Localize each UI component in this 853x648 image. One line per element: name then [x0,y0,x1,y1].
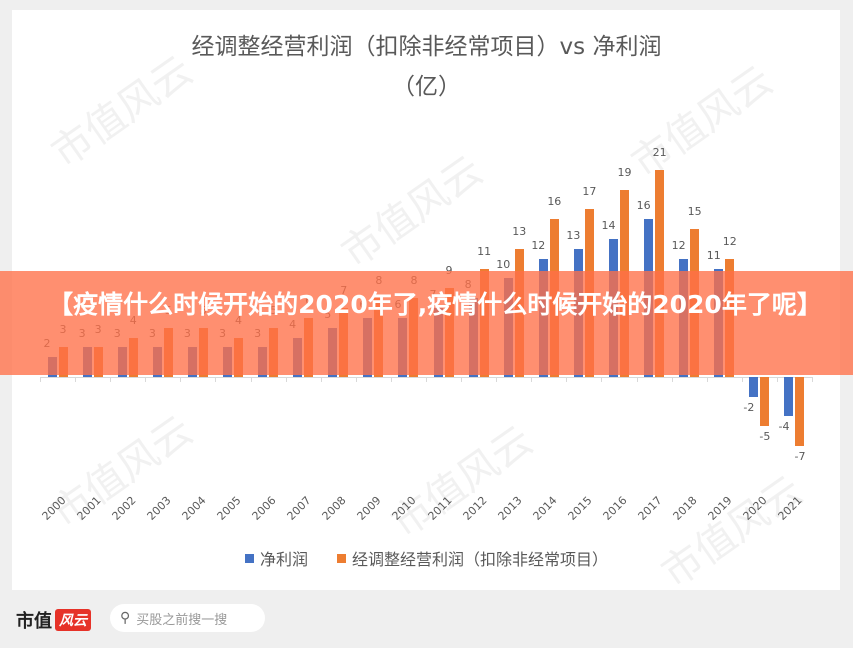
x-tick [355,377,357,382]
x-tick-label: 2017 [635,493,665,523]
x-tick [426,377,427,382]
x-tick [706,377,708,382]
x-tick-label: 2008 [319,493,349,523]
data-label: 9 [434,264,464,277]
data-label: 12 [671,238,686,252]
data-label: 14 [601,218,616,232]
x-tick [531,377,533,382]
x-tick [145,377,147,382]
x-tick-label: 2007 [284,493,314,523]
x-tick [741,377,743,382]
x-tick [671,377,673,382]
x-tick-label: 2009 [354,493,384,523]
x-tick [250,377,252,382]
legend-item-adjusted-profit[interactable]: 经调整经营利润（扣除非经常项目） [337,546,608,570]
x-tick-label: 2018 [670,493,700,523]
x-tick-label: 2020 [740,493,770,523]
legend-swatch-blue-icon [244,553,254,563]
data-label: -5 [759,430,771,444]
x-tick-label: 2004 [179,493,209,523]
legend-label: 净利润 [259,550,308,569]
data-label: 15 [687,205,702,219]
x-tick [75,377,77,382]
x-tick-label: 2003 [144,493,174,523]
x-tick [285,377,287,382]
data-label: 12 [531,238,546,252]
site-logo[interactable]: 市值 风云 [16,607,91,633]
x-tick [461,377,463,382]
x-tick-label: 2006 [249,493,279,523]
x-tick-label: 2000 [39,493,69,523]
bar-net-profit [749,377,759,397]
search-input[interactable]: ⚲ 买股之前搜一搜 [110,604,265,632]
bar-net-profit [784,377,794,417]
chart-title-unit: （亿） [392,74,461,100]
x-tick-label: 2010 [390,493,420,523]
x-tick-label: 2014 [530,493,560,523]
title-banner-overlay [0,271,853,375]
data-label: 16 [636,199,651,213]
x-tick [390,377,392,382]
x-tick [110,377,112,382]
x-tick [320,377,322,382]
search-placeholder: 买股之前搜一搜 [136,612,228,628]
x-tick-label: 2019 [705,493,735,523]
data-label: 10 [496,258,511,272]
data-label: 16 [547,195,562,209]
legend: 净利润 经调整经营利润（扣除非经常项目） [0,546,853,570]
logo-text: 市值 [16,611,52,632]
x-tick [601,377,603,382]
data-label: -2 [743,400,755,414]
x-tick [566,377,568,382]
x-tick-label: 2012 [460,493,490,523]
x-tick-label: 2013 [495,493,525,523]
data-label: 19 [617,165,632,179]
legend-item-net-profit[interactable]: 净利润 [244,546,308,570]
chart-title: 经调整经营利润（扣除非经常项目）vs 净利润 [191,34,662,60]
x-tick [636,377,638,382]
banner-headline: 【疫情什么时候开始的2020年了,疫情什么时候开始的2020年了呢】 [48,290,822,319]
data-label: 17 [582,185,597,199]
data-label: 13 [566,228,581,242]
x-tick [215,377,217,382]
bar-adjusted-profit [795,377,805,447]
x-tick [40,377,41,382]
legend-label: 经调整经营利润（扣除非经常项目） [352,550,609,569]
x-tick [776,377,778,382]
x-tick-label: 2002 [109,493,139,523]
data-label: 21 [652,145,667,159]
data-label: 11 [706,248,721,262]
x-tick [812,377,813,382]
search-icon: ⚲ [120,610,131,626]
data-label: 12 [722,234,737,248]
logo-badge: 风云 [55,609,91,631]
x-tick-label: 2005 [214,493,244,523]
data-label: 11 [477,244,492,258]
x-tick-label: 2016 [600,493,630,523]
x-tick-label: 2001 [74,493,104,523]
bar-adjusted-profit [760,377,770,427]
x-tick-label: 2021 [776,493,806,523]
data-label: -4 [778,420,790,434]
x-tick [496,377,498,382]
data-label: 13 [512,224,527,238]
x-tick [180,377,182,382]
x-tick-label: 2011 [425,493,455,523]
data-label: -7 [794,450,806,464]
x-tick-label: 2015 [565,493,595,523]
legend-swatch-orange-icon [337,553,347,563]
